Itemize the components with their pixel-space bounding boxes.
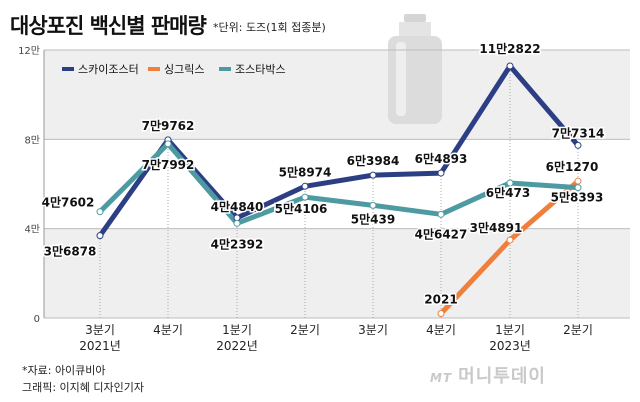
y-tick-label: 8만 <box>24 134 40 146</box>
x-tick-label: 2분기 <box>290 323 320 337</box>
brand-prefix: MT <box>430 371 453 385</box>
x-tick-label: 2분기 <box>563 323 593 337</box>
data-label: 7만7992 <box>142 157 195 172</box>
data-label: 4만6427 <box>415 226 468 241</box>
vial-cap-icon <box>404 14 426 22</box>
data-point <box>437 309 445 317</box>
x-tick-label: 4분기 <box>426 323 456 337</box>
data-label: 11만2822 <box>479 41 540 56</box>
y-tick-label: 4만 <box>24 224 40 236</box>
series-line-0 <box>97 63 581 239</box>
x-tick-label: 3분기 <box>85 323 115 337</box>
data-point <box>506 236 514 244</box>
x-year-label: 2023년 <box>489 339 531 353</box>
data-point <box>506 62 514 70</box>
data-point <box>233 219 241 227</box>
data-point <box>369 201 377 209</box>
y-tick-label: 12만 <box>18 45 40 57</box>
unit-note: *단위: 도즈(1회 접종분) <box>213 21 326 34</box>
data-point <box>301 193 309 201</box>
data-label: 6만4893 <box>415 151 468 166</box>
data-point <box>301 182 309 190</box>
data-label: 4만4840 <box>211 199 264 214</box>
data-point <box>506 179 514 187</box>
credit-note: 그래픽: 이지혜 디자인기자 <box>22 381 145 394</box>
data-label: 7만9762 <box>142 118 195 133</box>
data-label: 4만2392 <box>211 236 264 251</box>
data-point <box>574 141 582 149</box>
x-year-label: 2021년 <box>79 339 121 353</box>
data-label: 5만8974 <box>279 164 332 179</box>
data-point <box>437 169 445 177</box>
data-label: 3만6878 <box>44 244 97 259</box>
data-point <box>96 232 104 240</box>
data-point <box>96 208 104 216</box>
data-point <box>369 171 377 179</box>
x-tick-label: 1분기 <box>222 323 252 337</box>
data-label: 6만3984 <box>347 153 400 168</box>
data-label: 5만439 <box>351 211 395 226</box>
series-line-2 <box>97 141 581 226</box>
data-label: 5만8393 <box>551 190 604 205</box>
x-tick-label: 4분기 <box>153 323 183 337</box>
data-label: 6만473 <box>486 185 530 200</box>
data-label: 6만1270 <box>546 159 599 174</box>
chart-title: 대상포진 백신별 판매량 <box>10 14 207 38</box>
data-label: 7만7314 <box>552 125 605 140</box>
x-tick-label: 1분기 <box>495 323 525 337</box>
data-label: 4만7602 <box>42 195 95 210</box>
data-point <box>164 140 172 148</box>
grid-band-bottom <box>44 228 630 318</box>
legend-label: 스카이조스터 <box>78 63 139 76</box>
data-point <box>437 210 445 218</box>
vial-neck-icon <box>399 22 431 36</box>
source-note: *자료: 아이큐비아 <box>22 364 106 377</box>
data-label: 2021 <box>424 292 457 306</box>
legend-label: 싱그릭스 <box>164 63 204 76</box>
data-label: 3만4891 <box>470 220 523 235</box>
y-tick-label: 0 <box>34 314 40 325</box>
brand-logo: MT 머니투데이 <box>430 362 546 388</box>
brand-name: 머니투데이 <box>458 366 546 387</box>
data-label: 5만4106 <box>275 201 328 216</box>
vial-shine-icon <box>396 42 406 116</box>
x-year-label: 2022년 <box>216 339 258 353</box>
data-point <box>574 184 582 192</box>
legend-label: 조스타박스 <box>235 63 286 76</box>
x-tick-label: 3분기 <box>358 323 388 337</box>
data-point <box>574 177 582 185</box>
